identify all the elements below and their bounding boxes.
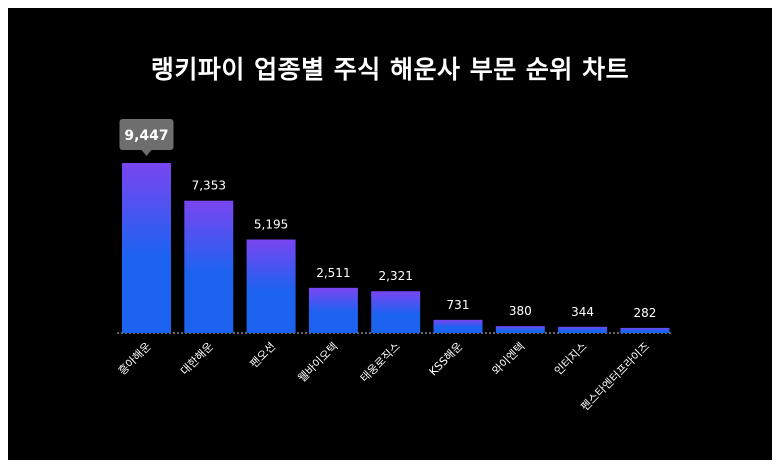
category-label-3: 웰바이오텍 bbox=[296, 340, 341, 385]
bar-8 bbox=[620, 327, 670, 333]
value-label-3: 2,511 bbox=[316, 266, 350, 280]
category-label-7: 인터지스 bbox=[552, 340, 590, 378]
value-label-0: 9,447 bbox=[124, 128, 168, 144]
value-label-4: 2,321 bbox=[379, 269, 413, 283]
category-label-4: 태웅로직스 bbox=[358, 340, 403, 385]
category-label-0: 흥아해운 bbox=[115, 339, 154, 378]
value-label-1: 7,353 bbox=[192, 179, 226, 193]
bar-3 bbox=[308, 287, 358, 333]
value-label-2: 5,195 bbox=[254, 218, 288, 232]
chart-title: 랭키파이 업종별 주식 해운사 부문 순위 차트 bbox=[150, 55, 630, 84]
bar-1 bbox=[184, 200, 234, 333]
value-label-5: 731 bbox=[447, 298, 470, 312]
value-label-8: 282 bbox=[633, 306, 656, 320]
bar-5 bbox=[433, 319, 483, 333]
bar-2 bbox=[246, 239, 296, 333]
bar-7 bbox=[558, 326, 608, 333]
category-label-6: 와이엔텍 bbox=[490, 340, 528, 378]
category-label-5: KSS해운 bbox=[426, 339, 465, 378]
category-label-1: 대한해운 bbox=[177, 339, 216, 378]
bar-4 bbox=[371, 291, 421, 333]
highlight-value-badge bbox=[119, 119, 174, 156]
bar-0 bbox=[122, 163, 171, 333]
bar-6 bbox=[495, 326, 545, 333]
category-label-8: 펜스타엔터프라이즈 bbox=[578, 340, 652, 414]
value-label-7: 344 bbox=[571, 305, 594, 319]
category-label-2: 팬오션 bbox=[248, 340, 279, 371]
value-label-6: 380 bbox=[509, 304, 532, 318]
